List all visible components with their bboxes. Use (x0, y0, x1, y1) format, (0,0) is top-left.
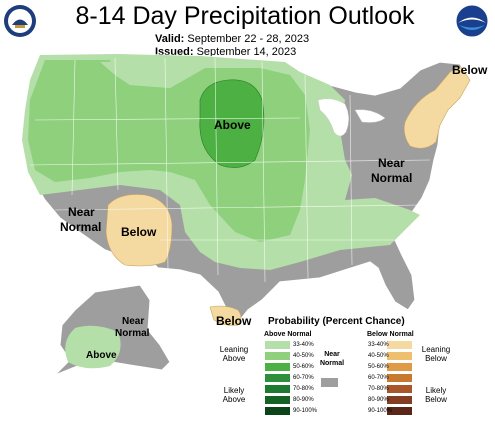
legend-near-normal-label: Near Normal (319, 351, 345, 367)
legend-leaning-above: Leaning Above (219, 345, 249, 363)
legend-above-swatch (265, 396, 290, 404)
label-near-normal-east-line1: Near (378, 156, 405, 170)
legend-leaning-below: Leaning Below (421, 345, 451, 363)
noaa-logo-icon (455, 4, 489, 38)
legend-below-bin-label: 60-70% (368, 375, 389, 381)
legend-near-normal-swatch (321, 378, 338, 387)
legend-above-bin-label: 60-70% (293, 375, 314, 381)
legend-below-swatch (387, 396, 412, 404)
state-borders (29, 57, 431, 283)
legend-above-swatch (265, 385, 290, 393)
legend-below-swatch (387, 385, 412, 393)
legend-likely-below: Likely Below (425, 386, 447, 404)
great-lakes (317, 98, 386, 137)
legend-above-header: Above Normal (264, 331, 312, 338)
legend-above-bin-label: 70-80% (293, 386, 314, 392)
legend-above-bin-label: 80-90% (293, 397, 314, 403)
legend-above-swatch (265, 363, 290, 371)
label-near-normal-east-line2: Normal (371, 171, 412, 185)
legend-above-swatch (265, 407, 290, 415)
legend-above-swatch (265, 352, 290, 360)
doc-seal-icon (4, 5, 36, 37)
legend-above-bin-label: 33-40% (293, 342, 314, 348)
issued-date: September 14, 2023 (196, 46, 297, 58)
label-near-normal-west-line1: Near (68, 205, 95, 219)
label-below-florida: Below (216, 314, 252, 328)
label-below-southwest: Below (121, 225, 157, 239)
region-north-light (100, 60, 205, 88)
legend-below-swatch (387, 341, 412, 349)
legend-below-bin-label: 40-50% (368, 353, 389, 359)
legend-below-swatch (387, 363, 412, 371)
alaska-above (65, 325, 121, 369)
legend-above-bin-label: 40-50% (293, 353, 314, 359)
valid-line: Valid: September 22 - 28, 2023 (155, 33, 309, 45)
valid-dates: September 22 - 28, 2023 (187, 33, 310, 45)
label-above-alaska: Above (86, 350, 117, 361)
label-near-normal-west-line2: Normal (60, 220, 101, 234)
legend-above-swatch (265, 341, 290, 349)
legend-above-bin-label: 50-60% (293, 364, 314, 370)
legend-below-swatch (387, 407, 412, 415)
legend-below-bin-label: 80-90% (368, 397, 389, 403)
issued-line: Issued: September 14, 2023 (155, 46, 296, 58)
page-title: 8-14 Day Precipitation Outlook (75, 2, 415, 30)
label-near-normal-alaska-line1: Near (122, 316, 144, 327)
label-above-central: Above (214, 118, 251, 132)
valid-label: Valid: (155, 33, 185, 45)
legend-likely-above: Likely Above (222, 386, 246, 404)
label-below-northeast: Below (452, 63, 488, 77)
legend-above-swatch (265, 374, 290, 382)
legend-below-header: Below Normal (367, 331, 414, 338)
legend-below-swatch (387, 374, 412, 382)
legend-title: Probability (Percent Chance) (268, 316, 405, 327)
legend-below-bin-label: 33-40% (368, 342, 389, 348)
legend-below-bin-label: 50-60% (368, 364, 389, 370)
legend-above-bin-label: 90-100% (293, 408, 318, 414)
legend-below-bin-label: 90-100% (368, 408, 393, 414)
region-below-southwest (105, 194, 173, 267)
region-below-florida (209, 305, 242, 326)
legend-below-bin-label: 70-80% (368, 386, 389, 392)
region-below-northeast (403, 65, 471, 149)
label-near-normal-alaska-line2: Normal (115, 328, 150, 339)
legend-below-swatch (387, 352, 412, 360)
